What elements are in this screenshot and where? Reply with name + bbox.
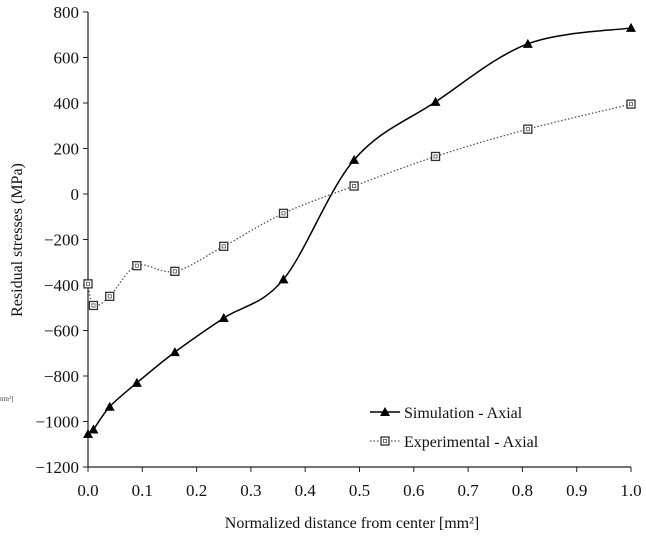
data-point-square-inner (107, 294, 112, 299)
data-point-square-inner (91, 303, 96, 308)
data-point-triangle (88, 424, 99, 434)
data-point-square-inner (433, 154, 438, 159)
x-tick-label: 0.8 (512, 481, 533, 500)
legend: Simulation - Axial Experimental - Axial (370, 405, 539, 451)
y-tick-label: 800 (54, 3, 80, 22)
series-line-simulation (87, 27, 632, 435)
x-tick-label: 0.3 (240, 481, 261, 500)
x-tick-label: 0.9 (566, 481, 587, 500)
stray-axis-fragment: nm²] (0, 395, 13, 403)
legend-marker-square-inner (382, 438, 387, 443)
data-point-triangle (349, 154, 360, 164)
data-point-square (105, 291, 115, 302)
data-point-square-inner (352, 184, 357, 189)
series-markers (83, 22, 636, 439)
x-tick-label: 0.7 (457, 481, 479, 500)
data-point-square (83, 279, 93, 289)
y-tick-label: −800 (44, 367, 79, 386)
data-point-triangle (430, 96, 441, 106)
legend-marker-triangle (380, 407, 390, 416)
data-point-triangle (522, 38, 533, 48)
x-axis-ticks: 0.0 0.1 0.2 0.3 0.4 0.5 0.6 0.7 0.8 0.9 1.0 (77, 467, 642, 500)
data-point-triangle (131, 377, 142, 387)
legend-label-experimental: Experimental - Axial (404, 434, 539, 451)
x-tick-label: 0.1 (132, 481, 153, 500)
data-point-triangle (218, 312, 229, 322)
data-point-square-inner (281, 211, 286, 216)
y-tick-label: −600 (44, 322, 79, 341)
y-tick-label: −200 (44, 231, 79, 250)
data-point-square (349, 181, 359, 191)
x-tick-label: 0.4 (295, 481, 317, 500)
x-tick-label: 0.2 (186, 481, 207, 500)
data-point-square (430, 151, 441, 162)
legend-marker-square (380, 436, 390, 446)
x-tick-label: 0.5 (349, 481, 370, 500)
y-tick-label: −1000 (35, 413, 79, 432)
x-tick-label: 1.0 (620, 481, 641, 500)
data-point-square (523, 124, 533, 134)
data-point-square (88, 300, 99, 311)
y-tick-label: 600 (54, 49, 80, 68)
y-tick-label: −400 (44, 276, 79, 295)
data-point-square-inner (629, 102, 634, 107)
series-line-experimental (87, 103, 632, 307)
x-tick-label: 0.0 (77, 481, 98, 500)
y-axis-title: Residual stresses (MPa) (9, 163, 26, 317)
data-point-triangle (169, 347, 180, 357)
y-tick-label: 400 (54, 94, 80, 113)
data-point-square (132, 261, 142, 271)
data-point-square-inner (525, 127, 530, 132)
y-tick-label: −1200 (35, 458, 79, 477)
x-axis-title: Normalized distance from center [mm²] (225, 515, 479, 532)
data-point-square (170, 266, 180, 277)
data-point-triangle (626, 22, 636, 32)
x-tick-label: 0.6 (403, 481, 424, 500)
series-lines (87, 27, 632, 435)
data-point-square-inner (221, 244, 226, 249)
plot-area (87, 12, 631, 468)
y-tick-label: 0 (71, 185, 80, 204)
data-point-square-inner (172, 269, 177, 274)
y-axis-ticks: 800 600 400 200 0 −200 −400 −600 −800 −1000 −1200 (35, 3, 88, 477)
data-point-square-inner (134, 263, 139, 268)
data-point-square (626, 99, 636, 109)
data-point-square-inner (86, 281, 91, 286)
data-point-triangle (104, 401, 115, 411)
data-point-triangle (278, 274, 289, 284)
data-point-triangle (83, 429, 93, 439)
data-point-square (219, 241, 229, 251)
legend-label-simulation: Simulation - Axial (404, 405, 523, 422)
y-tick-label: 200 (54, 140, 80, 159)
data-point-square (278, 208, 289, 218)
